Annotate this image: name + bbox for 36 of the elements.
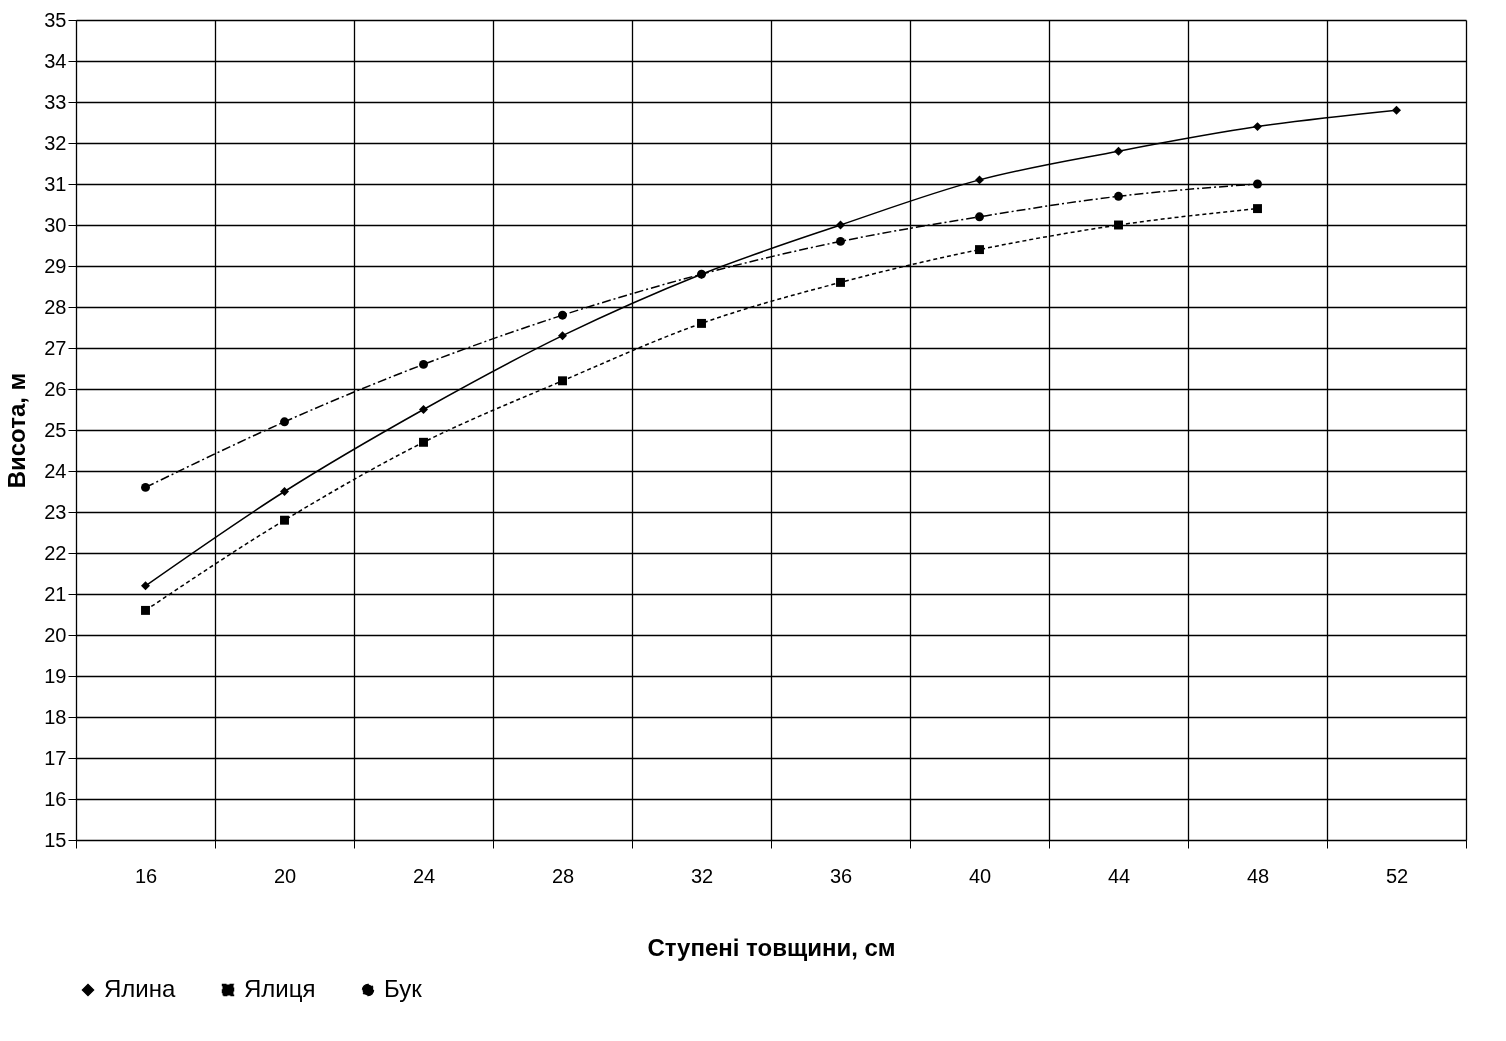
- y-axis-title: Висота, м: [3, 372, 31, 489]
- y-tick-label: 32: [44, 131, 67, 154]
- x-tick-label: 32: [690, 864, 714, 887]
- y-tick-label: 26: [44, 377, 67, 400]
- y-tick-label: 15: [44, 828, 67, 851]
- y-tick-label: 16: [44, 787, 67, 810]
- x-tick-label: 20: [273, 864, 297, 887]
- y-tick-label: 33: [44, 90, 67, 113]
- x-tick-label: 28: [551, 864, 575, 887]
- y-tick-label: 19: [44, 664, 67, 687]
- y-tick-label: 23: [44, 500, 67, 523]
- y-tick-label: 18: [44, 705, 67, 728]
- y-tick-label: 24: [44, 459, 67, 482]
- y-tick-label: 31: [44, 172, 67, 195]
- legend-label: Ялина: [104, 975, 176, 1002]
- y-tick-label: 17: [44, 746, 67, 769]
- y-tick-label: 35: [44, 8, 67, 31]
- y-tick-label: 21: [44, 582, 67, 605]
- legend-label: Ялиця: [244, 975, 316, 1002]
- x-axis-title: Ступені товщини, см: [647, 933, 896, 961]
- y-tick-label: 20: [44, 623, 67, 646]
- x-tick-label: 40: [968, 864, 992, 887]
- y-tick-label: 30: [44, 213, 67, 236]
- y-tick-label: 28: [44, 295, 67, 318]
- x-tick-label: 36: [829, 864, 853, 887]
- y-tick-label: 25: [44, 418, 67, 441]
- x-tick-label: 44: [1107, 864, 1131, 887]
- x-tick-label: 24: [412, 864, 436, 887]
- legend-label: Бук: [384, 975, 423, 1002]
- y-tick-label: 27: [44, 336, 67, 359]
- x-tick-label: 52: [1385, 864, 1409, 887]
- y-tick-label: 34: [44, 49, 67, 72]
- y-tick-label: 29: [44, 254, 67, 277]
- x-tick-label: 16: [134, 864, 158, 887]
- x-tick-label: 48: [1246, 864, 1270, 887]
- y-tick-label: 22: [44, 541, 67, 564]
